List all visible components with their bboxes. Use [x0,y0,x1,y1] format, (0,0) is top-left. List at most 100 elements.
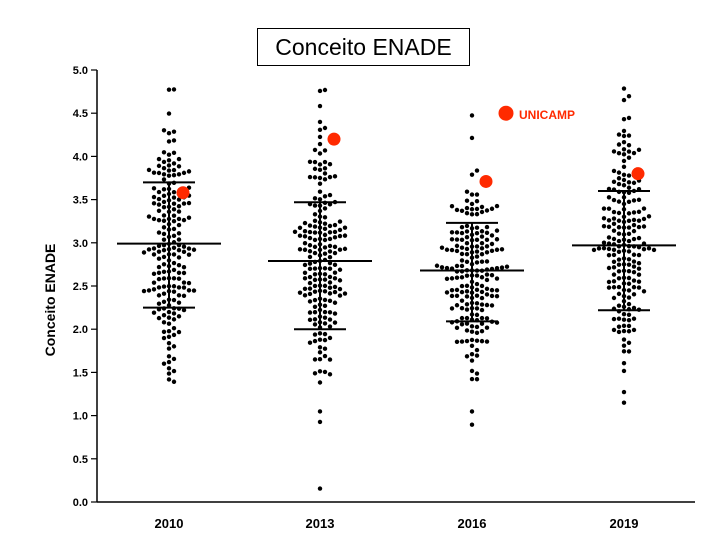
data-point-2016 [464,302,470,307]
data-point-2019 [601,246,607,251]
data-point-2010 [171,344,177,349]
data-point-2010 [176,293,182,298]
data-point-2016 [474,281,480,287]
data-point-2010 [166,371,172,376]
data-point-2013 [317,88,323,94]
data-point-2010 [171,226,177,232]
data-point-2010 [176,300,182,305]
data-point-2013 [307,274,313,280]
data-point-2013 [327,192,333,198]
data-point-2019 [641,206,647,211]
data-point-2010 [166,163,172,168]
data-point-2013 [322,309,328,315]
data-point-2019 [611,228,617,233]
data-point-2016 [434,263,440,268]
data-point-2010 [186,246,192,251]
data-point-2010 [151,287,157,292]
data-point-2016 [459,275,465,280]
data-point-2019 [641,246,647,252]
data-point-2016 [479,302,485,307]
data-point-2010 [161,187,167,192]
y-tick-label: 1.0 [73,411,88,423]
data-point-2010 [141,250,147,255]
data-point-2019 [611,259,617,264]
data-point-2016 [464,315,470,321]
data-point-2016 [449,247,455,253]
data-point-2019 [626,199,632,204]
data-point-2016 [474,330,480,335]
data-point-2019 [631,198,637,203]
data-point-2013 [327,317,333,322]
data-point-2010 [171,297,177,303]
data-point-2016 [459,208,465,213]
data-point-2016 [474,312,480,318]
data-point-2016 [469,207,475,212]
data-point-2016 [494,293,500,299]
data-point-2013 [332,284,338,290]
data-point-2019 [611,168,617,174]
unicamp-point-2019 [631,167,645,181]
data-point-2013 [342,233,348,238]
data-point-2010 [166,366,172,371]
data-point-2010 [156,170,162,176]
data-point-2016 [459,251,465,257]
data-point-2016 [444,265,450,271]
data-point-2019 [611,216,617,221]
data-point-2010 [156,163,162,169]
data-point-2010 [176,263,182,268]
data-point-2010 [161,225,167,230]
x-tick-label-2019: 2019 [610,516,639,531]
unicamp-point-2010 [176,186,190,200]
data-point-2016 [494,203,500,209]
data-point-2016 [474,211,480,217]
data-point-2013 [302,270,308,275]
data-point-2013 [317,189,323,194]
y-tick-label: 0.5 [73,454,88,466]
data-point-2013 [312,175,318,180]
data-point-2013 [332,229,338,235]
unicamp-point-2013 [327,132,341,146]
y-tick-label: 3.5 [73,195,88,207]
data-point-2013 [302,240,308,246]
data-point-2010 [186,200,192,206]
data-point-2019 [606,246,612,252]
data-point-2010 [156,270,162,276]
data-point-2019 [621,86,627,91]
data-point-2010 [156,285,162,290]
data-point-2016 [474,324,480,330]
data-point-2010 [171,289,177,294]
data-point-2013 [327,324,333,329]
data-point-2016 [439,245,445,250]
data-point-2019 [631,278,637,283]
data-point-2016 [449,293,455,299]
data-point-2013 [327,243,333,249]
data-point-2010 [186,252,192,257]
data-point-2019 [626,281,632,286]
data-point-2016 [469,329,475,334]
data-point-2010 [161,320,167,325]
data-point-2019 [621,343,627,348]
data-point-2019 [616,269,622,274]
data-point-2016 [474,293,480,298]
data-point-2016 [464,273,470,278]
data-point-2010 [176,329,182,335]
data-point-2013 [307,174,313,180]
data-point-2010 [181,285,187,290]
data-point-2013 [312,230,318,235]
data-point-2013 [322,226,328,232]
data-point-2010 [146,247,152,252]
data-point-2019 [636,147,642,153]
data-point-2016 [479,338,485,344]
data-point-2016 [464,259,470,264]
data-point-2013 [302,234,308,239]
data-point-2019 [611,149,617,154]
data-point-2010 [156,202,162,207]
data-point-2016 [479,289,485,295]
data-point-2019 [631,217,637,223]
data-point-2013 [307,235,313,241]
data-point-2019 [616,329,622,335]
data-point-2019 [636,266,642,271]
data-point-2019 [621,368,627,374]
data-point-2019 [611,327,617,333]
data-point-2013 [312,272,318,277]
